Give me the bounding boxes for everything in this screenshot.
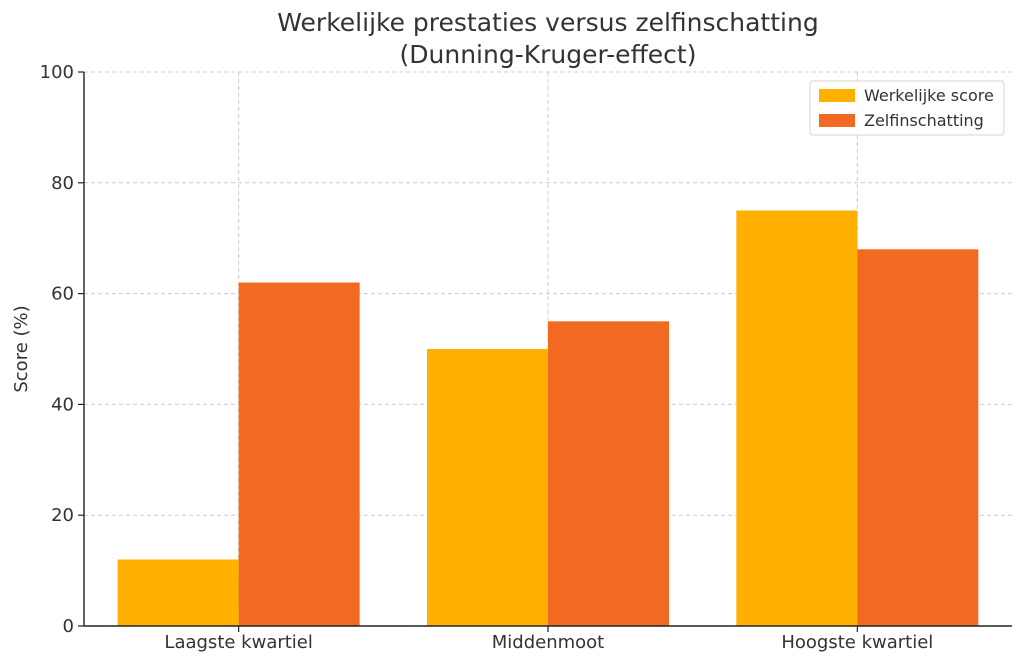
y-tick-label: 80 (51, 173, 74, 194)
bar-zelfinschatting-1 (548, 321, 669, 626)
y-tick-label: 40 (51, 394, 74, 415)
bars (117, 210, 979, 626)
bar-zelfinschatting-2 (857, 249, 979, 626)
bar-zelfinschatting-0 (238, 282, 360, 626)
y-tick-label: 20 (51, 505, 74, 526)
chart-title-line-2: (Dunning-Kruger-effect) (400, 40, 697, 69)
bar-werkelijke-score-1 (427, 349, 548, 626)
legend-label: Zelfinschatting (864, 111, 984, 130)
ticks: 0 20 40 60 80 100 Laagste kwartiel Middenmoot Ho… (40, 62, 934, 653)
x-tick-label: Laagste kwartiel (164, 632, 312, 653)
legend: Werkelijke score Zelfinschatting (809, 80, 1005, 136)
x-tick-label: Middenmoot (492, 632, 604, 653)
x-tick-label: Hoogste kwartiel (781, 632, 933, 653)
legend-frame (809, 80, 1005, 136)
y-tick-label: 60 (51, 284, 74, 305)
legend-swatch (819, 89, 855, 102)
legend-swatch (819, 114, 855, 127)
chart-title-line-1: Werkelijke prestaties versus zelfinschat… (277, 8, 818, 37)
y-tick-label: 0 (63, 616, 74, 637)
legend-label: Werkelijke score (864, 86, 994, 105)
y-axis-label: Score (%) (11, 305, 32, 392)
y-tick-label: 100 (40, 62, 74, 83)
bar-werkelijke-score-0 (117, 559, 239, 626)
bar-werkelijke-score-2 (736, 210, 858, 626)
